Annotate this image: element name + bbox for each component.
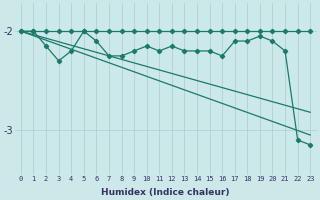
X-axis label: Humidex (Indice chaleur): Humidex (Indice chaleur) [101, 188, 230, 197]
